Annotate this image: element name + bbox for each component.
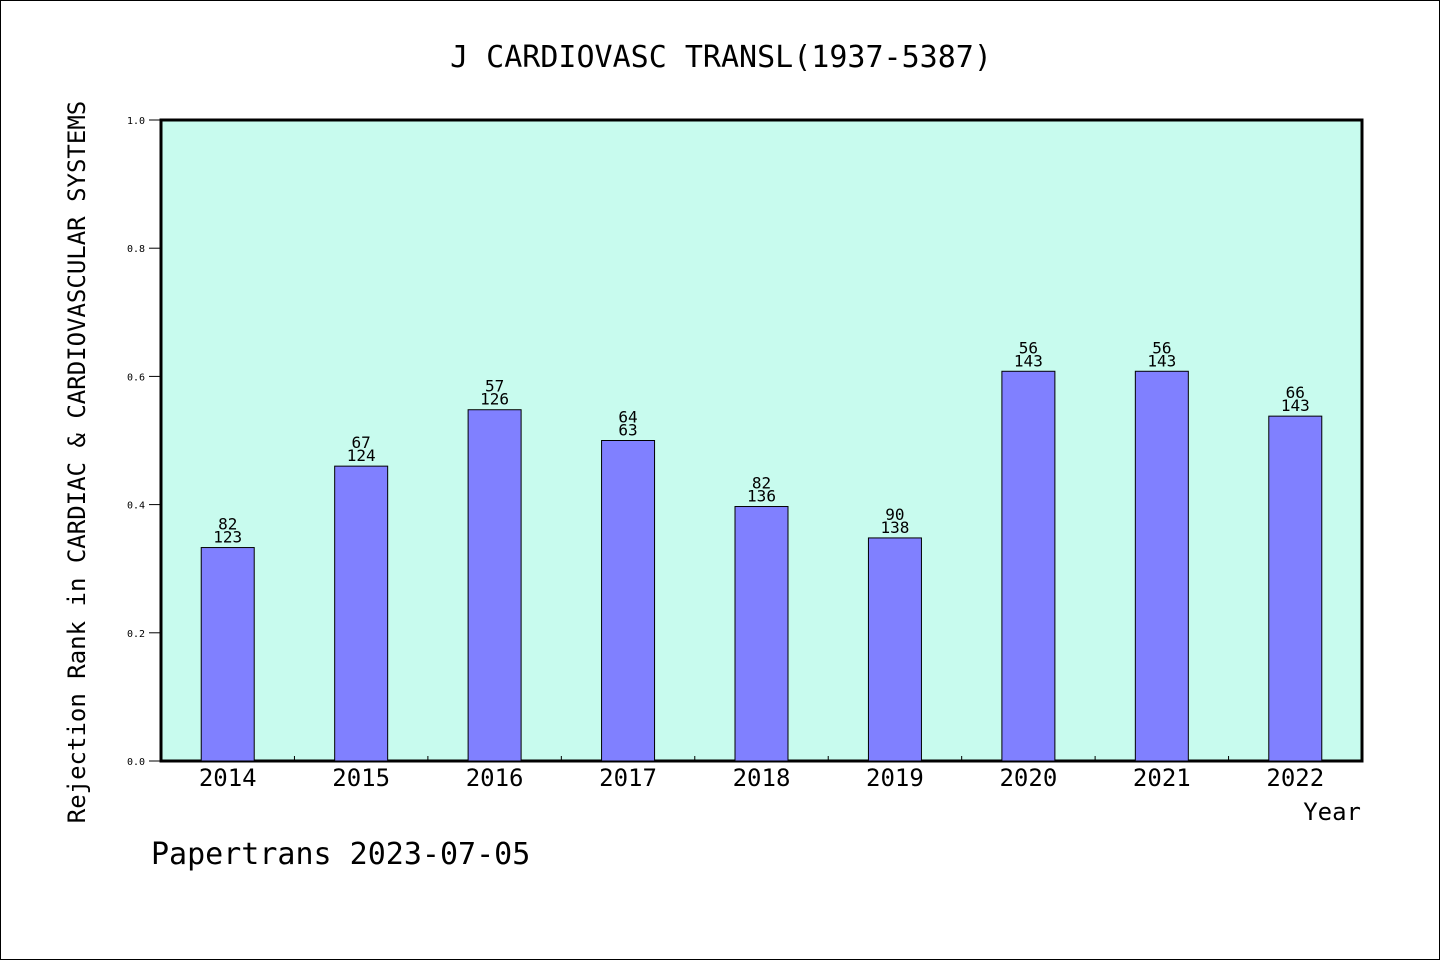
x-tick-label-2018: 2018 bbox=[733, 764, 791, 792]
bars-layer bbox=[200, 370, 1323, 762]
bar-2015 bbox=[334, 465, 389, 762]
bar-annotation-top-2018: 82 bbox=[752, 474, 771, 493]
x-tick-label-2019: 2019 bbox=[866, 764, 924, 792]
y-tick-label: 0.2 bbox=[127, 629, 145, 640]
x-tick-label-2015: 2015 bbox=[332, 764, 390, 792]
x-axis: 2014 2015 2016 2017 2018 2019 2020 2021 2022 bbox=[199, 756, 1324, 792]
bar-annotation-bottom-2014: 123 bbox=[213, 528, 242, 547]
x-axis-label: Year bbox=[1303, 798, 1361, 826]
bar-2022 bbox=[1268, 415, 1323, 762]
bar-2017 bbox=[601, 440, 656, 762]
footer-credit: Papertrans 2023-07-05 bbox=[151, 837, 530, 872]
bar-2020 bbox=[1001, 370, 1056, 762]
bar-2016 bbox=[467, 409, 522, 762]
bar-annotation-top-2019: 90 bbox=[885, 505, 904, 524]
bar-annotation-bottom-2016: 126 bbox=[480, 390, 509, 409]
x-tick-label-2017: 2017 bbox=[599, 764, 657, 792]
bar-annotation-bottom-2022: 143 bbox=[1281, 396, 1310, 415]
bar-annotation-top-2022: 66 bbox=[1286, 383, 1305, 402]
x-tick-label-2020: 2020 bbox=[999, 764, 1057, 792]
bar-annotation-bottom-2019: 138 bbox=[880, 518, 909, 537]
bar-annotation-top-2017: 64 bbox=[618, 408, 637, 427]
x-tick-label-2022: 2022 bbox=[1266, 764, 1324, 792]
bar-2018 bbox=[734, 506, 789, 762]
bar-labels-layer: 8212367124571266463821369013856143561436… bbox=[213, 338, 1309, 546]
x-tick-label-2016: 2016 bbox=[466, 764, 524, 792]
y-tick-label: 0.0 bbox=[127, 757, 145, 768]
bar-annotation-bottom-2018: 136 bbox=[747, 487, 776, 506]
bar-2014 bbox=[200, 547, 255, 762]
bar-annotation-bottom-2021: 143 bbox=[1147, 351, 1176, 370]
x-tick-label-2014: 2014 bbox=[199, 764, 257, 792]
chart-title: J CARDIOVASC TRANSL(1937-5387) bbox=[450, 40, 992, 75]
y-tick-label: 0.6 bbox=[127, 372, 145, 383]
bar-annotation-top-2014: 82 bbox=[218, 515, 237, 534]
bar-annotation-bottom-2015: 124 bbox=[347, 446, 376, 465]
y-tick-label: 0.4 bbox=[127, 501, 145, 512]
bar-annotation-top-2021: 56 bbox=[1152, 338, 1171, 357]
y-axis: 0.0 0.2 0.4 0.6 0.8 1.0 bbox=[127, 116, 161, 768]
bar-annotation-bottom-2017: 63 bbox=[618, 421, 637, 440]
bar-annotation-top-2016: 57 bbox=[485, 377, 504, 396]
x-tick-label-2021: 2021 bbox=[1133, 764, 1191, 792]
bar-annotation-bottom-2020: 143 bbox=[1014, 351, 1043, 370]
bar-2021 bbox=[1134, 370, 1189, 762]
bar-2019 bbox=[867, 537, 922, 762]
y-tick-label: 0.8 bbox=[127, 244, 145, 255]
y-axis-label: Rejection Rank in CARDIAC & CARDIOVASCUL… bbox=[63, 101, 91, 823]
bar-annotation-top-2020: 56 bbox=[1019, 338, 1038, 357]
y-tick-label: 1.0 bbox=[127, 116, 145, 127]
bar-annotation-top-2015: 67 bbox=[352, 433, 371, 452]
